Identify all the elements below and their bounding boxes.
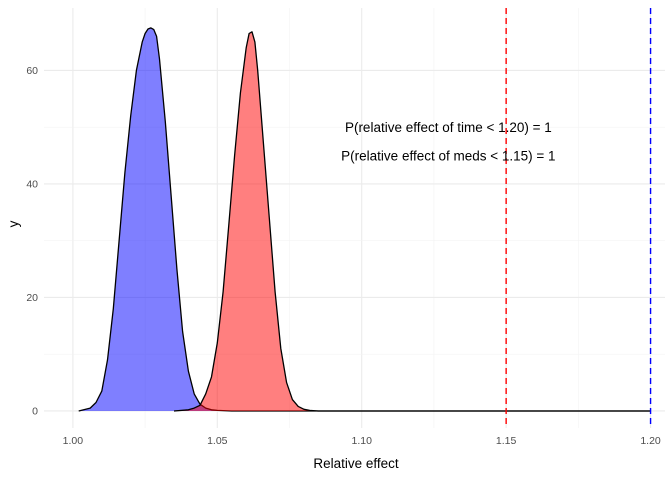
- y-axis-ticks: 0 20 40 60: [26, 65, 38, 418]
- density-areas: [78, 27, 651, 412]
- y-tick-label: 60: [26, 65, 38, 77]
- reference-lines: [505, 8, 652, 428]
- density-fill-0: [78, 27, 651, 412]
- x-axis-ticks: 1.00 1.05 1.10 1.15 1.20: [63, 435, 661, 447]
- x-tick-label: 1.20: [640, 435, 661, 447]
- x-tick-label: 1.15: [496, 435, 517, 447]
- x-axis-title: Relative effect: [313, 456, 399, 471]
- probability-annotation: P(relative effect of meds < 1.15) = 1: [341, 149, 555, 164]
- annotations: P(relative effect of time < 1.20) = 1 P(r…: [341, 120, 555, 163]
- y-tick-label: 40: [26, 178, 38, 190]
- x-tick-label: 1.05: [207, 435, 228, 447]
- density-outline-1: [173, 31, 651, 412]
- probability-annotation: P(relative effect of time < 1.20) = 1: [345, 120, 552, 135]
- y-tick-label: 20: [26, 292, 38, 304]
- x-tick-label: 1.00: [63, 435, 84, 447]
- y-tick-label: 0: [32, 405, 38, 417]
- y-axis-title: y: [6, 220, 21, 227]
- x-tick-label: 1.10: [352, 435, 373, 447]
